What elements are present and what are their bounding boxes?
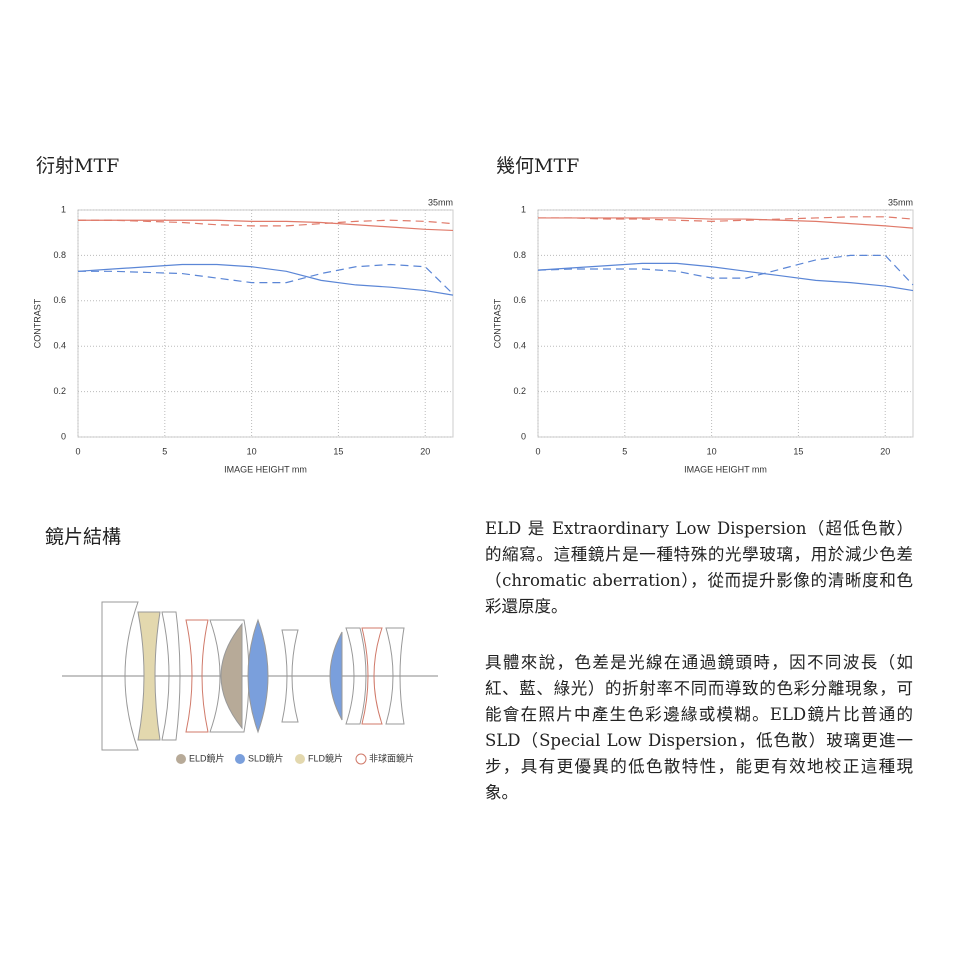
- x-tick-label: 10: [247, 446, 257, 456]
- x-axis-label: IMAGE HEIGHT mm: [224, 464, 307, 474]
- lens-element: [137, 611, 161, 741]
- y-tick-label: 1: [521, 204, 526, 214]
- lens-element: [161, 611, 181, 741]
- x-tick-label: 15: [333, 446, 343, 456]
- lens-element: [101, 601, 139, 751]
- x-tick-label: 20: [880, 446, 890, 456]
- y-tick-label: 0.8: [513, 250, 526, 260]
- x-tick-label: 5: [622, 446, 627, 456]
- y-tick-label: 1: [61, 204, 66, 214]
- y-tick-label: 0.2: [513, 386, 526, 396]
- x-tick-label: 0: [75, 446, 80, 456]
- series-line: [78, 219, 454, 232]
- y-tick-label: 0.6: [53, 295, 66, 305]
- x-tick-label: 15: [793, 446, 803, 456]
- legend-swatch: [235, 754, 245, 764]
- chart-title: 幾何MTF: [496, 155, 579, 177]
- lens-element: [220, 622, 243, 730]
- series-line: [78, 219, 454, 227]
- series-line: [537, 254, 914, 286]
- lens-element: [281, 629, 299, 723]
- y-tick-label: 0: [521, 431, 526, 441]
- legend-swatch: [355, 753, 367, 765]
- annotation: 35mm: [428, 197, 453, 207]
- lens-element: [345, 627, 367, 725]
- x-tick-label: 10: [707, 446, 717, 456]
- x-tick-label: 20: [420, 446, 430, 456]
- y-tick-label: 0.2: [53, 386, 66, 396]
- paragraph: 具體來說，色差是光線在通過鏡頭時，因不同波長（如紅、藍、綠光）的折射率不同而導致…: [485, 653, 913, 802]
- chart-title: 衍射MTF: [36, 155, 119, 177]
- legend-label: ELD鏡片: [189, 752, 225, 763]
- y-axis-label: CONTRAST: [492, 298, 502, 348]
- lens-element: [385, 627, 405, 725]
- y-tick-label: 0.6: [513, 295, 526, 305]
- legend-label: 非球面鏡片: [369, 752, 414, 763]
- series-line: [538, 217, 914, 229]
- paragraph: ELD 是 Extraordinary Low Dispersion（超低色散）…: [485, 519, 913, 616]
- x-axis-label: IMAGE HEIGHT mm: [684, 464, 767, 474]
- plot-frame: [537, 209, 914, 438]
- legend-label: SLD鏡片: [248, 752, 284, 763]
- lens-title: 鏡片結構: [45, 526, 121, 548]
- series-line: [77, 263, 454, 296]
- plot-frame: [77, 209, 454, 438]
- lens-element: [247, 618, 269, 734]
- legend-label: FLD鏡片: [308, 752, 343, 763]
- y-tick-label: 0.4: [513, 341, 526, 351]
- lens-diagram: [62, 601, 438, 751]
- lens-legend: ELD鏡片 SLD鏡片 FLD鏡片 非球面鏡片: [176, 752, 414, 765]
- series-line: [537, 262, 914, 292]
- y-tick-label: 0.8: [53, 250, 66, 260]
- x-tick-label: 0: [535, 446, 540, 456]
- lens-element: [209, 619, 250, 733]
- lens-element: [185, 619, 209, 733]
- legend-swatch: [176, 754, 186, 764]
- y-tick-label: 0.4: [53, 341, 66, 351]
- y-axis-label: CONTRAST: [32, 298, 42, 348]
- legend-swatch: [295, 754, 305, 764]
- lens-element: [329, 631, 343, 721]
- lens-element: [361, 627, 383, 725]
- x-tick-label: 5: [162, 446, 167, 456]
- y-tick-label: 0: [61, 431, 66, 441]
- annotation: 35mm: [888, 197, 913, 207]
- series-line: [538, 216, 914, 222]
